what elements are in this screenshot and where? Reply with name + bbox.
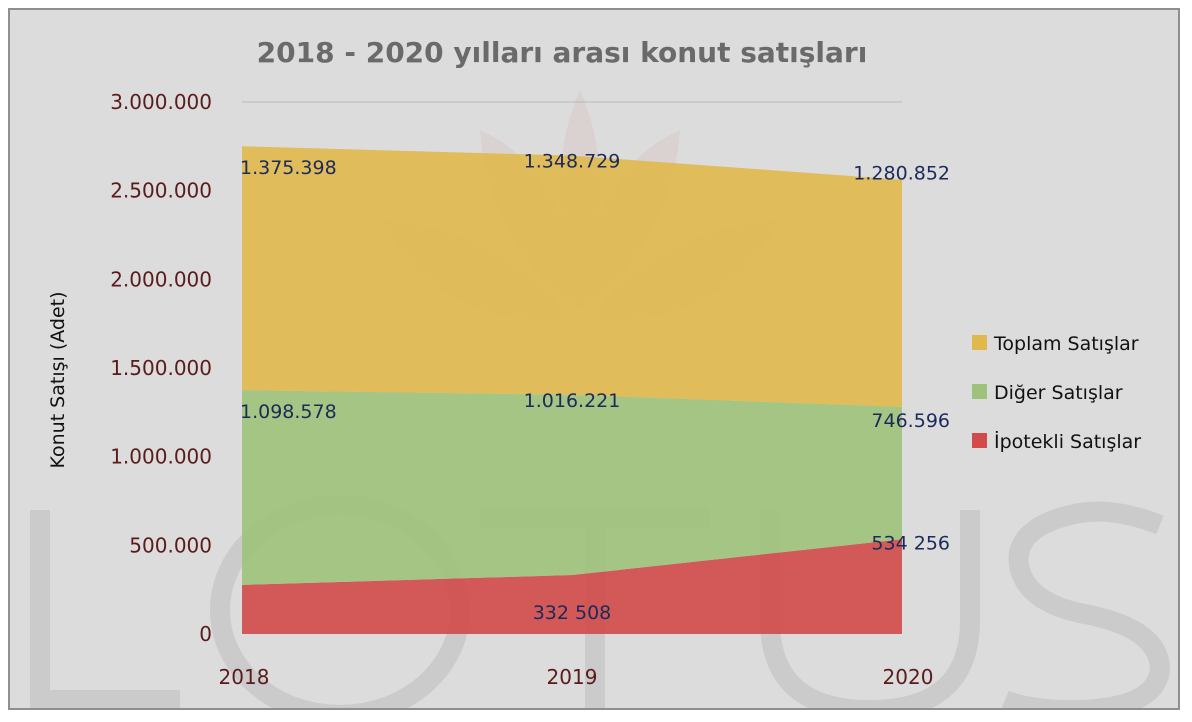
legend-swatch xyxy=(972,384,987,399)
chart-title: 2018 - 2020 yılları arası konut satışlar… xyxy=(257,36,868,69)
stacked-areas xyxy=(242,146,902,634)
legend-entry: Diğer Satışlar xyxy=(994,382,1123,404)
data-label: 534 256 xyxy=(871,532,950,554)
data-label: 746.596 xyxy=(871,410,950,432)
x-tick-label: 2020 xyxy=(883,665,934,689)
area-series-1 xyxy=(242,390,902,585)
watermark-letter-l xyxy=(30,510,180,708)
legend: Toplam Satışlar Diğer Satışlar İpotekli Sa… xyxy=(972,333,1141,453)
data-label: 1.348.729 xyxy=(524,151,621,173)
x-axis-ticks: 2018 2019 2020 xyxy=(219,665,934,689)
y-axis-label: Konut Satışı (Adet) xyxy=(47,291,69,468)
data-label: 1.098.578 xyxy=(240,401,337,423)
data-label: 1.375.398 xyxy=(240,157,337,179)
y-tick-label: 0 xyxy=(199,622,212,646)
data-label: 332 508 xyxy=(533,602,612,624)
legend-entry: Toplam Satışlar xyxy=(993,333,1139,355)
chart-svg: 2018 - 2020 yılları arası konut satışlar… xyxy=(30,36,1171,708)
watermark-letter-s xyxy=(1001,501,1171,708)
y-tick-label: 500.000 xyxy=(129,533,212,557)
data-label: 1.280.852 xyxy=(853,163,950,185)
legend-entry: İpotekli Satışlar xyxy=(994,430,1141,453)
y-axis-ticks: 0 500.000 1.000.000 1.500.000 2.000.000 2.500… xyxy=(110,90,902,646)
data-label: 1.016.221 xyxy=(524,390,621,412)
legend-swatch xyxy=(972,433,987,448)
area-series-0 xyxy=(242,539,902,634)
x-tick-label: 2019 xyxy=(547,665,598,689)
area-series-2 xyxy=(242,146,902,407)
x-tick-label: 2018 xyxy=(219,665,270,689)
y-tick-label: 2.500.000 xyxy=(110,179,212,203)
watermark-letter-u xyxy=(760,510,980,708)
y-tick-label: 1.500.000 xyxy=(110,356,212,380)
y-tick-label: 1.000.000 xyxy=(110,445,212,469)
y-tick-label: 2.000.000 xyxy=(110,267,212,291)
legend-swatch xyxy=(972,335,987,350)
chart-frame: 2018 - 2020 yılları arası konut satışlar… xyxy=(8,8,1180,710)
data-labels: 332 508 534 256 1.098.578 1.016.221 746.596 1… xyxy=(240,151,950,624)
y-tick-label: 3.000.000 xyxy=(110,90,212,114)
